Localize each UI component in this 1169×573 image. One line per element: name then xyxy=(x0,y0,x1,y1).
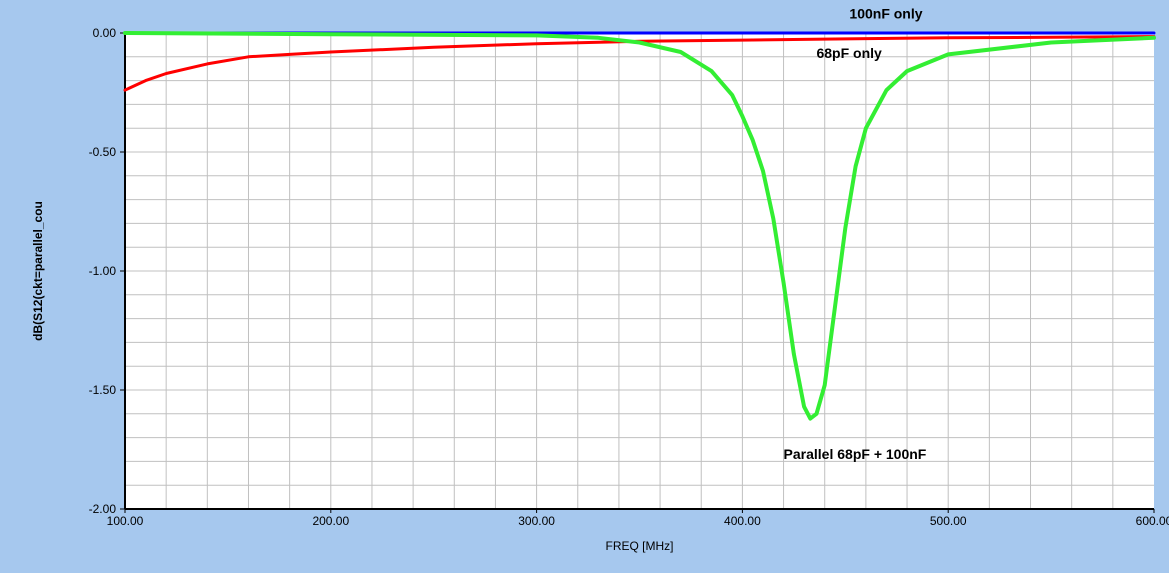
grid xyxy=(125,33,1154,509)
x-tick-labels: 100.00 200.00 300.00 400.00 500.00 600.00 xyxy=(107,514,1169,528)
x-tick-label: 600.00 xyxy=(1136,514,1169,528)
axes xyxy=(120,32,1155,513)
annotation-label: 68pF only xyxy=(816,45,882,61)
x-tick-label: 400.00 xyxy=(724,514,761,528)
y-tick-labels: 0.00 -0.50 -1.00 -1.50 -2.00 xyxy=(89,26,117,516)
y-axis-label: dB(S12(ckt=parallel_cou xyxy=(31,201,45,341)
series-line-red xyxy=(123,35,1156,92)
y-tick-label: 0.00 xyxy=(93,26,117,40)
y-tick-label: -1.00 xyxy=(89,264,117,278)
annotation-label: Parallel 68pF + 100nF xyxy=(784,446,927,462)
x-tick-label: 100.00 xyxy=(107,514,144,528)
x-axis-label: FREQ [MHz] xyxy=(606,539,674,553)
annotations: 100nF only 68pF only Parallel 68pF + 100nF xyxy=(784,6,927,462)
y-tick-label: -1.50 xyxy=(89,383,117,397)
series-group xyxy=(123,31,1156,421)
x-tick-label: 200.00 xyxy=(312,514,349,528)
x-tick-label: 500.00 xyxy=(930,514,967,528)
y-tick-label: -0.50 xyxy=(89,145,117,159)
annotation-label: 100nF only xyxy=(849,6,922,22)
series-line-green xyxy=(123,31,1156,421)
x-tick-label: 300.00 xyxy=(518,514,555,528)
y-tick-label: -2.00 xyxy=(89,502,117,516)
